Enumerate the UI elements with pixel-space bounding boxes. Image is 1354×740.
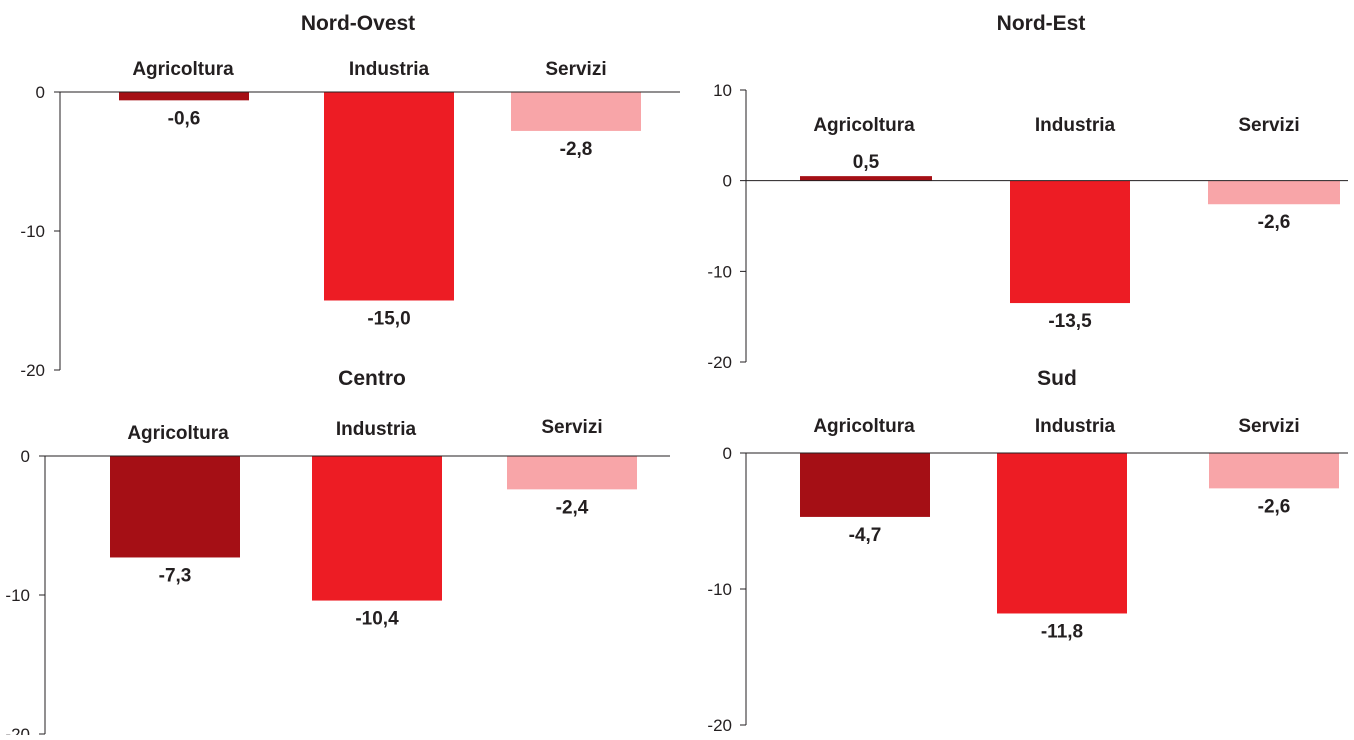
bar-servizi [1208, 180, 1340, 205]
panel-sud: Sud Agricoltura Industria Servizi -4,7 -1… [707, 367, 1348, 735]
panel-centro: Centro Agricoltura Industria Servizi -7,… [5, 367, 670, 740]
y-tick-label: -10 [5, 586, 30, 605]
value-label: -2,4 [556, 497, 589, 518]
bar-industria [324, 92, 454, 301]
value-label: -15,0 [367, 309, 410, 330]
value-label: -0,6 [168, 108, 201, 129]
panel-nord-est: Nord-Est Agricoltura Industria Servizi 0… [707, 12, 1348, 372]
y-tick-label: 0 [21, 447, 30, 466]
y-tick-label: -20 [707, 353, 732, 372]
y-tick-label: -20 [20, 361, 45, 380]
category-label: Servizi [1238, 416, 1299, 437]
bar-servizi [507, 456, 637, 490]
value-label: -2,6 [1258, 496, 1291, 517]
y-axis [54, 91, 61, 371]
category-label: Industria [1035, 416, 1116, 437]
panel-title: Sud [1037, 367, 1077, 390]
y-tick-label: -10 [20, 222, 45, 241]
y-axis [740, 452, 747, 726]
category-label: Servizi [1238, 115, 1299, 136]
value-label: -4,7 [849, 525, 882, 546]
category-label: Agricoltura [132, 59, 234, 80]
value-label: -2,8 [560, 139, 593, 160]
panel-title: Centro [338, 367, 406, 390]
value-label: -10,4 [355, 609, 399, 630]
y-tick-label: -10 [707, 262, 732, 281]
bar-agricoltura [800, 176, 932, 181]
value-label: -13,5 [1048, 311, 1092, 332]
bar-agricoltura [800, 453, 930, 517]
panel-title: Nord-Est [997, 12, 1086, 35]
bar-industria [1010, 180, 1130, 304]
category-label: Agricoltura [127, 423, 229, 444]
y-tick-label: 10 [713, 81, 732, 100]
y-tick-label: 0 [723, 172, 732, 191]
y-tick-label: -20 [5, 725, 30, 735]
category-label: Servizi [545, 59, 606, 80]
value-label: -7,3 [159, 565, 192, 586]
value-label: 0,5 [853, 152, 880, 173]
panel-nord-ovest: Nord-Ovest Agricoltura Industria Servizi… [20, 12, 680, 380]
y-tick-label: 0 [36, 83, 45, 102]
category-label: Agricoltura [813, 115, 915, 136]
y-tick-label: -10 [707, 580, 732, 599]
y-tick-label: 0 [723, 444, 732, 463]
bar-servizi [511, 92, 641, 131]
bar-agricoltura [119, 92, 249, 101]
category-label: Industria [1035, 115, 1116, 136]
bar-servizi [1209, 453, 1339, 489]
y-axis [39, 455, 46, 735]
value-label: -11,8 [1041, 621, 1083, 642]
bar-industria [997, 453, 1127, 614]
category-label: Servizi [541, 417, 602, 438]
bar-industria [312, 456, 442, 601]
y-tick-label: -20 [707, 716, 732, 735]
panel-title: Nord-Ovest [301, 12, 415, 35]
value-label: -2,6 [1258, 212, 1291, 233]
y-axis [740, 89, 747, 363]
category-label: Industria [336, 419, 417, 440]
category-label: Industria [349, 59, 430, 80]
bar-agricoltura [110, 456, 240, 558]
category-label: Agricoltura [813, 416, 915, 437]
